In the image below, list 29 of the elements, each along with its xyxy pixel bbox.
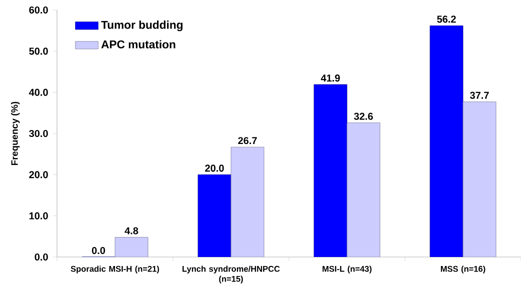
y-tick-label: 30.0 — [29, 130, 48, 138]
x-tick-label: Lynch syndrome/HNPCC (n=15) — [182, 266, 280, 284]
x-tick-label: Sporadic MSI-H (n=21) — [70, 266, 160, 274]
data-label: 56.2 — [437, 16, 456, 23]
data-label: 41.9 — [320, 74, 340, 82]
bar — [114, 237, 148, 258]
y-tick-label: 20.0 — [29, 171, 48, 178]
y-tick-label: 0.0 — [34, 253, 48, 261]
y-tick-label: 10.0 — [29, 212, 48, 220]
bar — [230, 146, 264, 258]
x-tick-label: MSI-L (n=43) — [322, 266, 372, 274]
y-tick-label: 50.0 — [29, 48, 48, 55]
bar — [430, 25, 464, 258]
y-tick-label: 60.0 — [29, 6, 48, 14]
data-label: 37.7 — [470, 92, 489, 99]
y-axis-title: Frequency (%) — [10, 102, 20, 166]
bar — [462, 102, 496, 258]
bar — [198, 174, 232, 258]
data-label: 0.0 — [92, 246, 106, 254]
y-tick-label: 40.0 — [28, 88, 48, 96]
data-label: 20.0 — [205, 164, 224, 172]
data-label: 4.8 — [124, 227, 138, 234]
legend-label: Tumor budding — [101, 20, 183, 32]
x-tick-label: MSS (n=16) — [440, 266, 486, 274]
bar — [346, 122, 380, 258]
data-label: 32.6 — [354, 112, 373, 120]
legend-label: APC mutation — [101, 40, 176, 48]
bar — [314, 84, 348, 258]
data-label: 26.7 — [238, 137, 257, 144]
